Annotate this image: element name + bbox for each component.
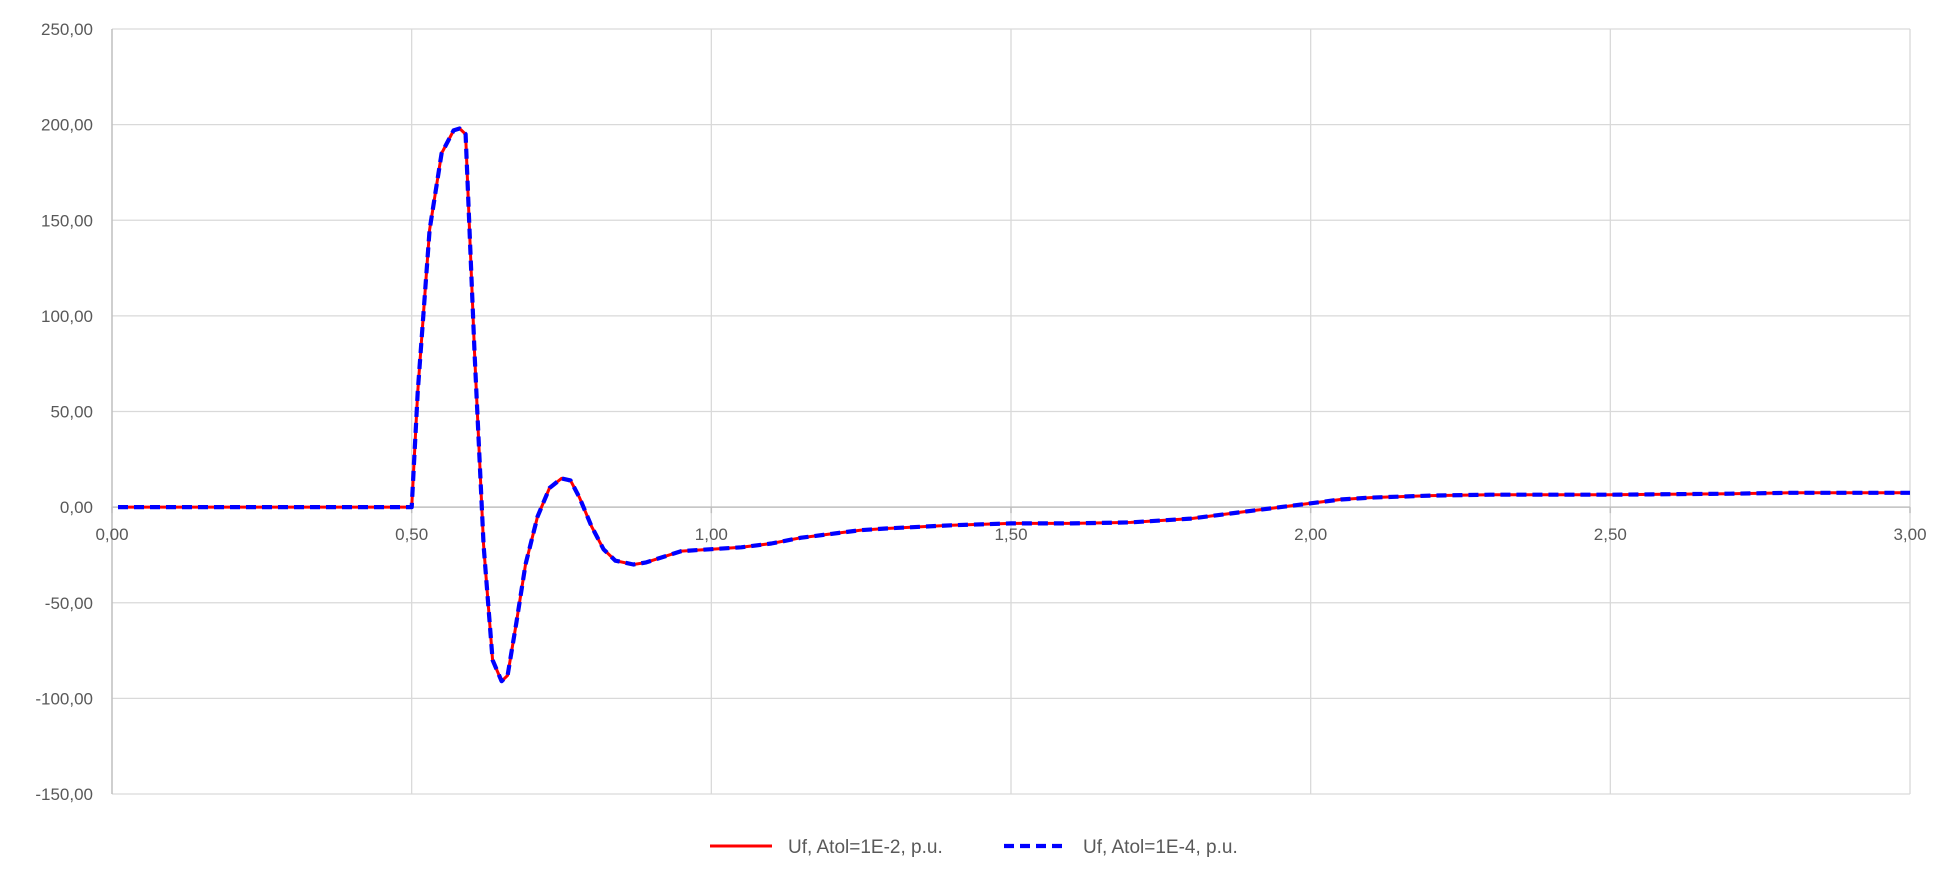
series bbox=[118, 126, 1910, 684]
legend-label-2: Uf, Atol=1E-4, p.u. bbox=[1083, 837, 1238, 858]
x-tick-label: 1,00 bbox=[695, 525, 728, 544]
tick-labels: 250,00 200,00 150,00 100,00 50,00 0,00 -50,00 -… bbox=[35, 20, 1926, 804]
series-line-1 bbox=[118, 127, 1910, 683]
y-tick-label: 50,00 bbox=[50, 403, 93, 422]
grid bbox=[112, 28, 1911, 795]
x-tick-label: 0,00 bbox=[95, 525, 128, 544]
legend: Uf, Atol=1E-2, p.u. Uf, Atol=1E-4, p.u. bbox=[710, 837, 1238, 858]
y-tick-label: 250,00 bbox=[41, 20, 93, 39]
x-tick-label: 0,50 bbox=[395, 525, 428, 544]
x-tick-label: 2,50 bbox=[1594, 525, 1627, 544]
y-tick-label: -100,00 bbox=[35, 689, 93, 708]
x-tick-label: 3,00 bbox=[1893, 525, 1926, 544]
x-tick-label: 1,50 bbox=[994, 525, 1027, 544]
y-tick-label: 0,00 bbox=[60, 498, 93, 517]
y-tick-label: 150,00 bbox=[41, 211, 93, 230]
y-tick-label: -150,00 bbox=[35, 785, 93, 804]
x-tick-label: 2,00 bbox=[1294, 525, 1327, 544]
legend-label-1: Uf, Atol=1E-2, p.u. bbox=[788, 837, 943, 858]
y-tick-label: 100,00 bbox=[41, 307, 93, 326]
y-tick-label: -50,00 bbox=[45, 594, 93, 613]
series-line-2 bbox=[118, 126, 1910, 684]
y-tick-label: 200,00 bbox=[41, 116, 93, 135]
